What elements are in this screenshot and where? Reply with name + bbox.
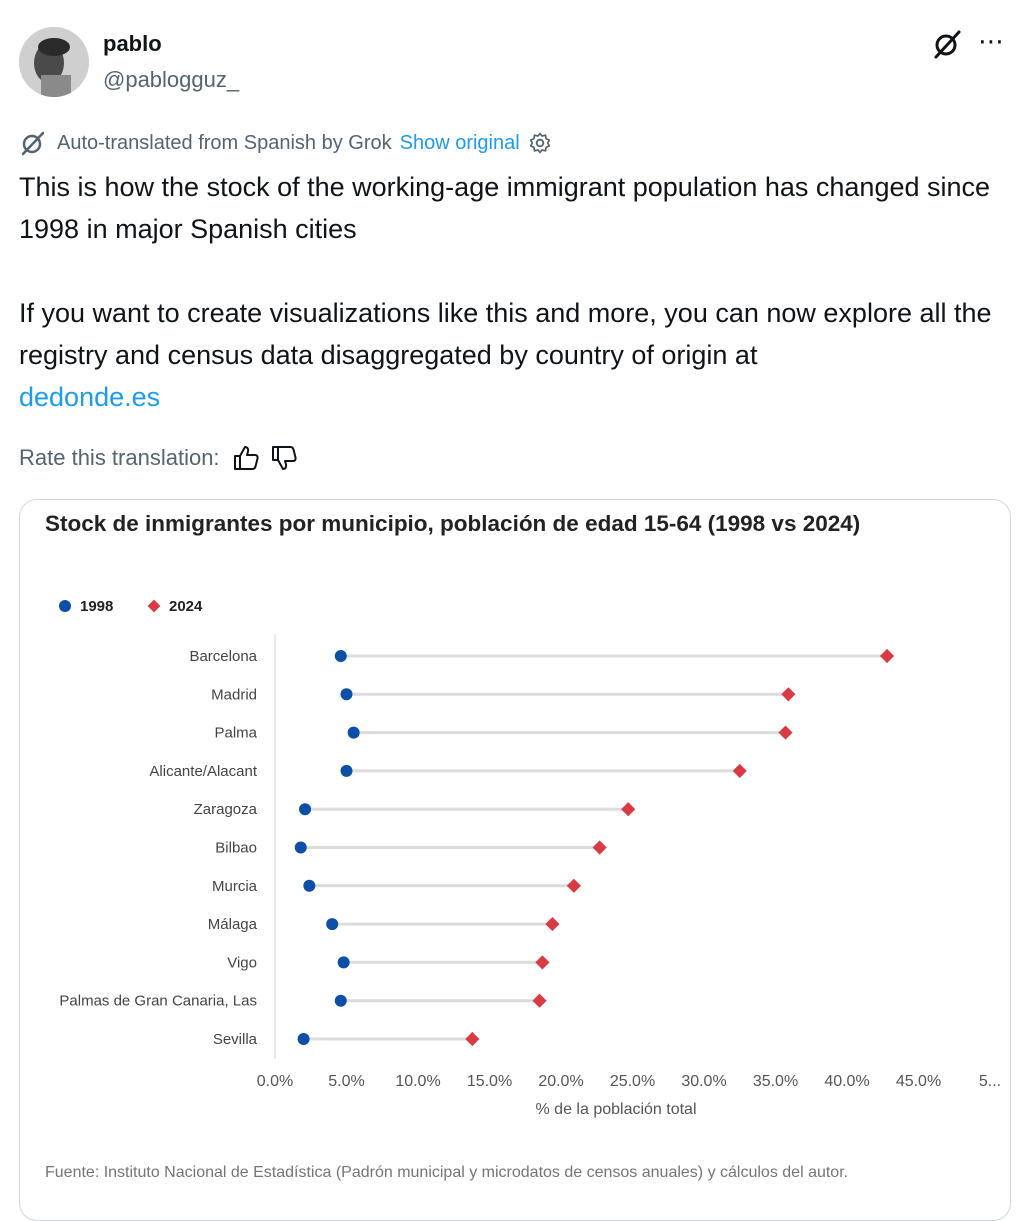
point-1998 <box>297 1033 310 1045</box>
point-2024 <box>535 955 550 970</box>
point-2024 <box>532 993 547 1008</box>
point-1998 <box>299 803 312 816</box>
point-2024 <box>592 840 607 855</box>
point-1998 <box>294 841 307 854</box>
x-tick-label: 15.0% <box>467 1073 512 1090</box>
user-handle[interactable]: @pablogguz_ <box>103 67 240 92</box>
rate-label: Rate this translation: <box>19 445 220 470</box>
chart-title: Stock de inmigrantes por municipio, pobl… <box>45 511 861 536</box>
legend-marker-1998 <box>59 600 71 612</box>
x-tick-label: 5... <box>979 1073 1001 1090</box>
point-1998 <box>334 650 347 662</box>
point-1998 <box>326 918 339 931</box>
point-1998 <box>303 879 316 892</box>
grok-icon[interactable] <box>931 28 963 60</box>
gear-icon[interactable] <box>528 131 552 155</box>
tweet-paragraph: If you want to create visualizations lik… <box>19 292 1019 418</box>
legend-label-2024: 2024 <box>169 598 203 615</box>
category-label: Sevilla <box>213 1031 258 1048</box>
x-tick-label: 20.0% <box>538 1073 583 1090</box>
legend-marker-2024 <box>147 599 161 613</box>
user-name[interactable]: pablo <box>103 31 162 56</box>
tweet-paragraph-text: If you want to create visualizations lik… <box>19 298 992 370</box>
point-2024 <box>566 878 581 893</box>
point-1998 <box>334 994 347 1007</box>
x-axis-label: % de la población total <box>536 1101 697 1118</box>
point-2024 <box>781 687 796 702</box>
point-1998 <box>340 688 353 701</box>
more-dots-icon[interactable]: ⋯ <box>978 26 1005 56</box>
tweet-paragraph: This is how the stock of the working-age… <box>19 172 991 244</box>
x-tick-label: 45.0% <box>896 1073 941 1090</box>
x-tick-label: 30.0% <box>681 1073 726 1090</box>
point-1998 <box>340 764 353 777</box>
translation-notice: Auto-translated from Spanish by Grok <box>57 131 392 154</box>
point-2024 <box>465 1031 480 1047</box>
grok-icon <box>21 131 45 156</box>
chart-card[interactable]: Stock de inmigrantes por municipio, pobl… <box>19 499 1011 1221</box>
point-2024 <box>879 648 895 664</box>
rate-translation-row: Rate this translation: <box>19 441 298 475</box>
x-tick-label: 5.0% <box>328 1073 364 1090</box>
translation-notice-row: Auto-translated from Spanish by Grok Sho… <box>19 127 552 159</box>
category-label: Bilbao <box>215 840 257 857</box>
point-2024 <box>621 802 636 817</box>
x-tick-label: 0.0% <box>257 1073 293 1090</box>
point-2024 <box>778 725 793 740</box>
point-2024 <box>545 917 560 932</box>
point-1998 <box>347 726 360 739</box>
x-tick-label: 25.0% <box>610 1073 655 1090</box>
category-label: Madrid <box>211 686 257 703</box>
category-label: Málaga <box>208 916 258 933</box>
x-tick-label: 35.0% <box>753 1073 798 1090</box>
category-label: Zaragoza <box>194 801 258 818</box>
category-label: Barcelona <box>189 648 257 665</box>
thumbs-down-icon[interactable] <box>270 444 298 472</box>
dedonde-link[interactable]: dedonde.es <box>19 382 161 412</box>
tweet-text: This is how the stock of the working-age… <box>19 166 1019 418</box>
chart-source: Fuente: Instituto Nacional de Estadístic… <box>45 1164 849 1181</box>
x-tick-label: 40.0% <box>824 1073 869 1090</box>
point-2024 <box>732 763 747 778</box>
category-label: Palma <box>214 725 257 742</box>
thumbs-up-icon[interactable] <box>232 444 260 472</box>
x-tick-label: 10.0% <box>395 1073 440 1090</box>
point-1998 <box>337 956 350 969</box>
profile-photo <box>19 27 89 97</box>
chart-svg: 1998 2024 Barcelona Madrid Palma Alicante/Ala… <box>59 598 1001 1118</box>
category-label: Palmas de Gran Canaria, Las <box>59 993 257 1010</box>
show-original-link[interactable]: Show original <box>399 131 520 154</box>
category-label: Vigo <box>227 954 257 971</box>
avatar[interactable] <box>19 27 89 97</box>
legend-label-1998: 1998 <box>80 598 113 615</box>
category-label: Murcia <box>212 878 258 895</box>
category-label: Alicante/Alacant <box>149 763 257 780</box>
